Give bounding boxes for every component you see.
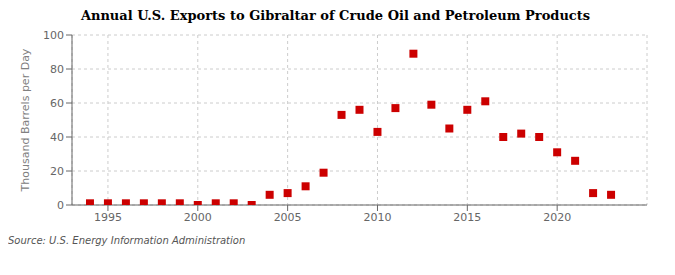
svg-text:100: 100 xyxy=(43,29,64,42)
svg-text:2010: 2010 xyxy=(363,211,391,224)
svg-text:20: 20 xyxy=(50,165,64,178)
svg-text:80: 80 xyxy=(50,63,64,76)
svg-text:2000: 2000 xyxy=(184,211,212,224)
html-text:Source: U.S. Energy Informatio: Source: U.S. Energy Information Administ… xyxy=(8,235,246,246)
svg-text:2020: 2020 xyxy=(543,211,571,224)
html-text:Annual U.S. Exports to Gibralt: Annual U.S. Exports to Gibraltar of Crud… xyxy=(80,8,591,23)
svg-text:1995: 1995 xyxy=(94,211,122,224)
svg-text:Thousand Barrels per Day: Thousand Barrels per Day xyxy=(19,48,32,192)
svg-text:2005: 2005 xyxy=(274,211,302,224)
svg-text:40: 40 xyxy=(50,131,64,144)
svg-text:0: 0 xyxy=(57,199,64,212)
svg-text:60: 60 xyxy=(50,97,64,110)
svg-text:2015: 2015 xyxy=(453,211,481,224)
